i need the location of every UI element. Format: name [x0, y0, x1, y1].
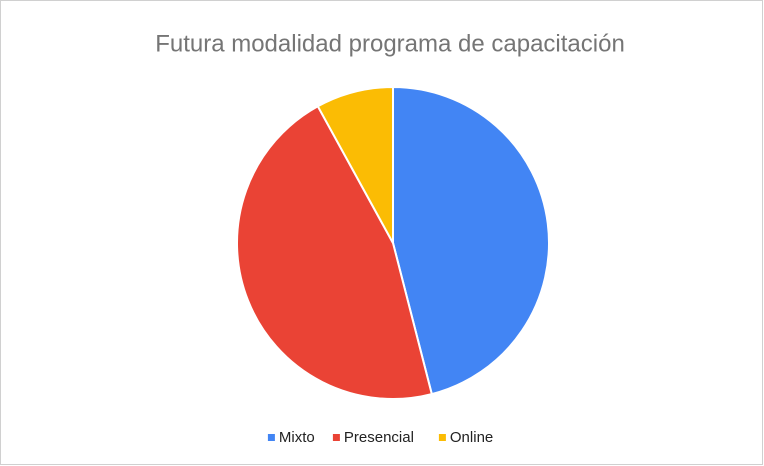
legend-label: Presencial: [344, 429, 414, 446]
legend-label: Online: [450, 429, 493, 446]
legend-swatch: [438, 434, 446, 441]
legend-swatch: [267, 434, 275, 441]
legend-label: Mixto: [279, 429, 315, 446]
pie-slice: [316, 85, 394, 244]
pie-slice: [392, 85, 550, 396]
chart-title: Futura modalidad programa de capacitació…: [155, 30, 625, 57]
pie-slice: [236, 104, 434, 400]
legend-swatch: [332, 434, 340, 441]
